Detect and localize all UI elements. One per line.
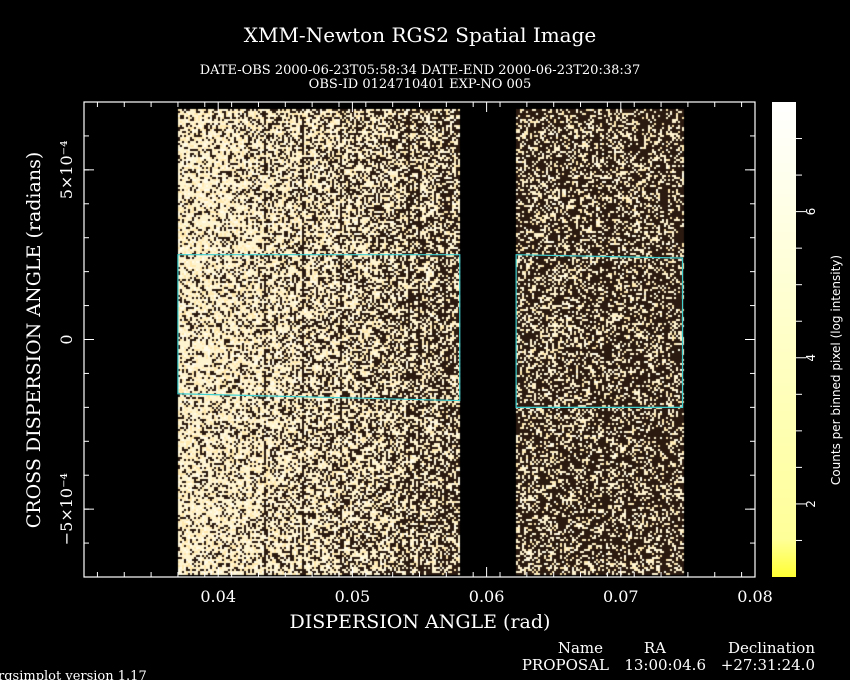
info-header-ra: RA bbox=[644, 639, 666, 657]
chart-title: XMM-Newton RGS2 Spatial Image bbox=[244, 23, 597, 47]
colorbar-tick-label: 6 bbox=[804, 208, 818, 216]
chart-subtitle-dates: DATE-OBS 2000-06-23T05:58:34 DATE-END 20… bbox=[200, 63, 641, 78]
colorbar-tick-label: 4 bbox=[804, 354, 818, 362]
target-info-table: Name RA Declination PROPOSAL 13:00:04.6 … bbox=[522, 639, 815, 674]
y-tick-label: −5×10⁻⁴ bbox=[57, 473, 76, 545]
x-tick-label: 0.08 bbox=[737, 587, 773, 606]
x-tick-label: 0.06 bbox=[469, 587, 505, 606]
info-header-declination: Declination bbox=[728, 639, 815, 657]
colorbar-label: Counts per binned pixel (log intensity) bbox=[829, 255, 843, 485]
extraction-region-1 bbox=[177, 254, 461, 402]
plot-area: 0.04 0.05 0.06 0.07 0.08 −5×10⁻⁴ 0 5×10⁻⁴ bbox=[57, 101, 773, 606]
x-tick-label: 0.05 bbox=[335, 587, 371, 606]
x-tick-label: 0.07 bbox=[603, 587, 639, 606]
chart-subtitle-obsid: OBS-ID 0124710401 EXP-NO 005 bbox=[309, 77, 532, 92]
extraction-region-2 bbox=[515, 254, 684, 408]
colorbar: 2 4 6 Counts per binned pixel (log intensi… bbox=[772, 102, 843, 577]
axis-ticks: 0.04 0.05 0.06 0.07 0.08 −5×10⁻⁴ 0 5×10⁻⁴ bbox=[57, 102, 773, 606]
info-row-declination: +27:31:24.0 bbox=[721, 656, 815, 674]
heatmap-pixels bbox=[84, 102, 755, 577]
colorbar-gradient bbox=[772, 102, 796, 577]
colorbar-ticks: 2 4 6 bbox=[796, 138, 818, 541]
heatmap-counts bbox=[84, 102, 755, 577]
x-tick-label: 0.04 bbox=[200, 587, 236, 606]
info-row-name: PROPOSAL bbox=[522, 656, 609, 674]
y-tick-label: 5×10⁻⁴ bbox=[57, 140, 76, 199]
info-header-name: Name bbox=[558, 639, 603, 657]
info-row-ra: 13:00:04.6 bbox=[624, 656, 706, 674]
y-tick-label: 0 bbox=[57, 334, 76, 344]
colorbar-tick-label: 2 bbox=[804, 500, 818, 508]
x-axis-label: DISPERSION ANGLE (rad) bbox=[290, 611, 551, 633]
y-axis-label: CROSS DISPERSION ANGLE (radians) bbox=[23, 152, 45, 528]
version-label: rgsimplot version 1.17 bbox=[0, 669, 147, 680]
extraction-regions bbox=[177, 254, 684, 408]
